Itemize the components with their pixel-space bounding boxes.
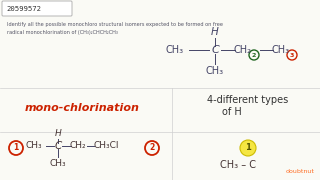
Text: CH₃: CH₃ <box>166 45 184 55</box>
Text: 4-different types: 4-different types <box>207 95 289 105</box>
Text: C: C <box>54 141 62 151</box>
Text: Identify all the possible monochloro structural isomers expected to be formed on: Identify all the possible monochloro str… <box>7 22 223 27</box>
Text: 1: 1 <box>245 143 251 152</box>
Text: H: H <box>55 129 61 138</box>
Text: radical monochlorination of (CH₃)₂CHCH₂CH₃: radical monochlorination of (CH₃)₂CHCH₂C… <box>7 30 118 35</box>
Text: CH₃: CH₃ <box>26 141 42 150</box>
Text: of H: of H <box>222 107 242 117</box>
Text: CH₃Cl: CH₃Cl <box>93 141 119 150</box>
Text: doubtnut: doubtnut <box>285 169 314 174</box>
Circle shape <box>240 140 256 156</box>
Text: 1: 1 <box>13 143 19 152</box>
Text: 3: 3 <box>290 53 294 57</box>
Text: 20599572: 20599572 <box>6 6 41 12</box>
Text: CH₃: CH₃ <box>272 45 290 55</box>
Text: 2: 2 <box>252 53 256 57</box>
Text: C: C <box>211 45 219 55</box>
Text: 2: 2 <box>149 143 155 152</box>
Text: CH₃: CH₃ <box>206 66 224 76</box>
Text: CH₃ – C: CH₃ – C <box>220 160 256 170</box>
Text: CH₂: CH₂ <box>70 141 86 150</box>
FancyBboxPatch shape <box>2 1 72 16</box>
Text: mono-chlorination: mono-chlorination <box>25 103 140 113</box>
Text: CH₂: CH₂ <box>234 45 252 55</box>
Text: CH₃: CH₃ <box>50 159 66 168</box>
Text: H: H <box>211 27 219 37</box>
